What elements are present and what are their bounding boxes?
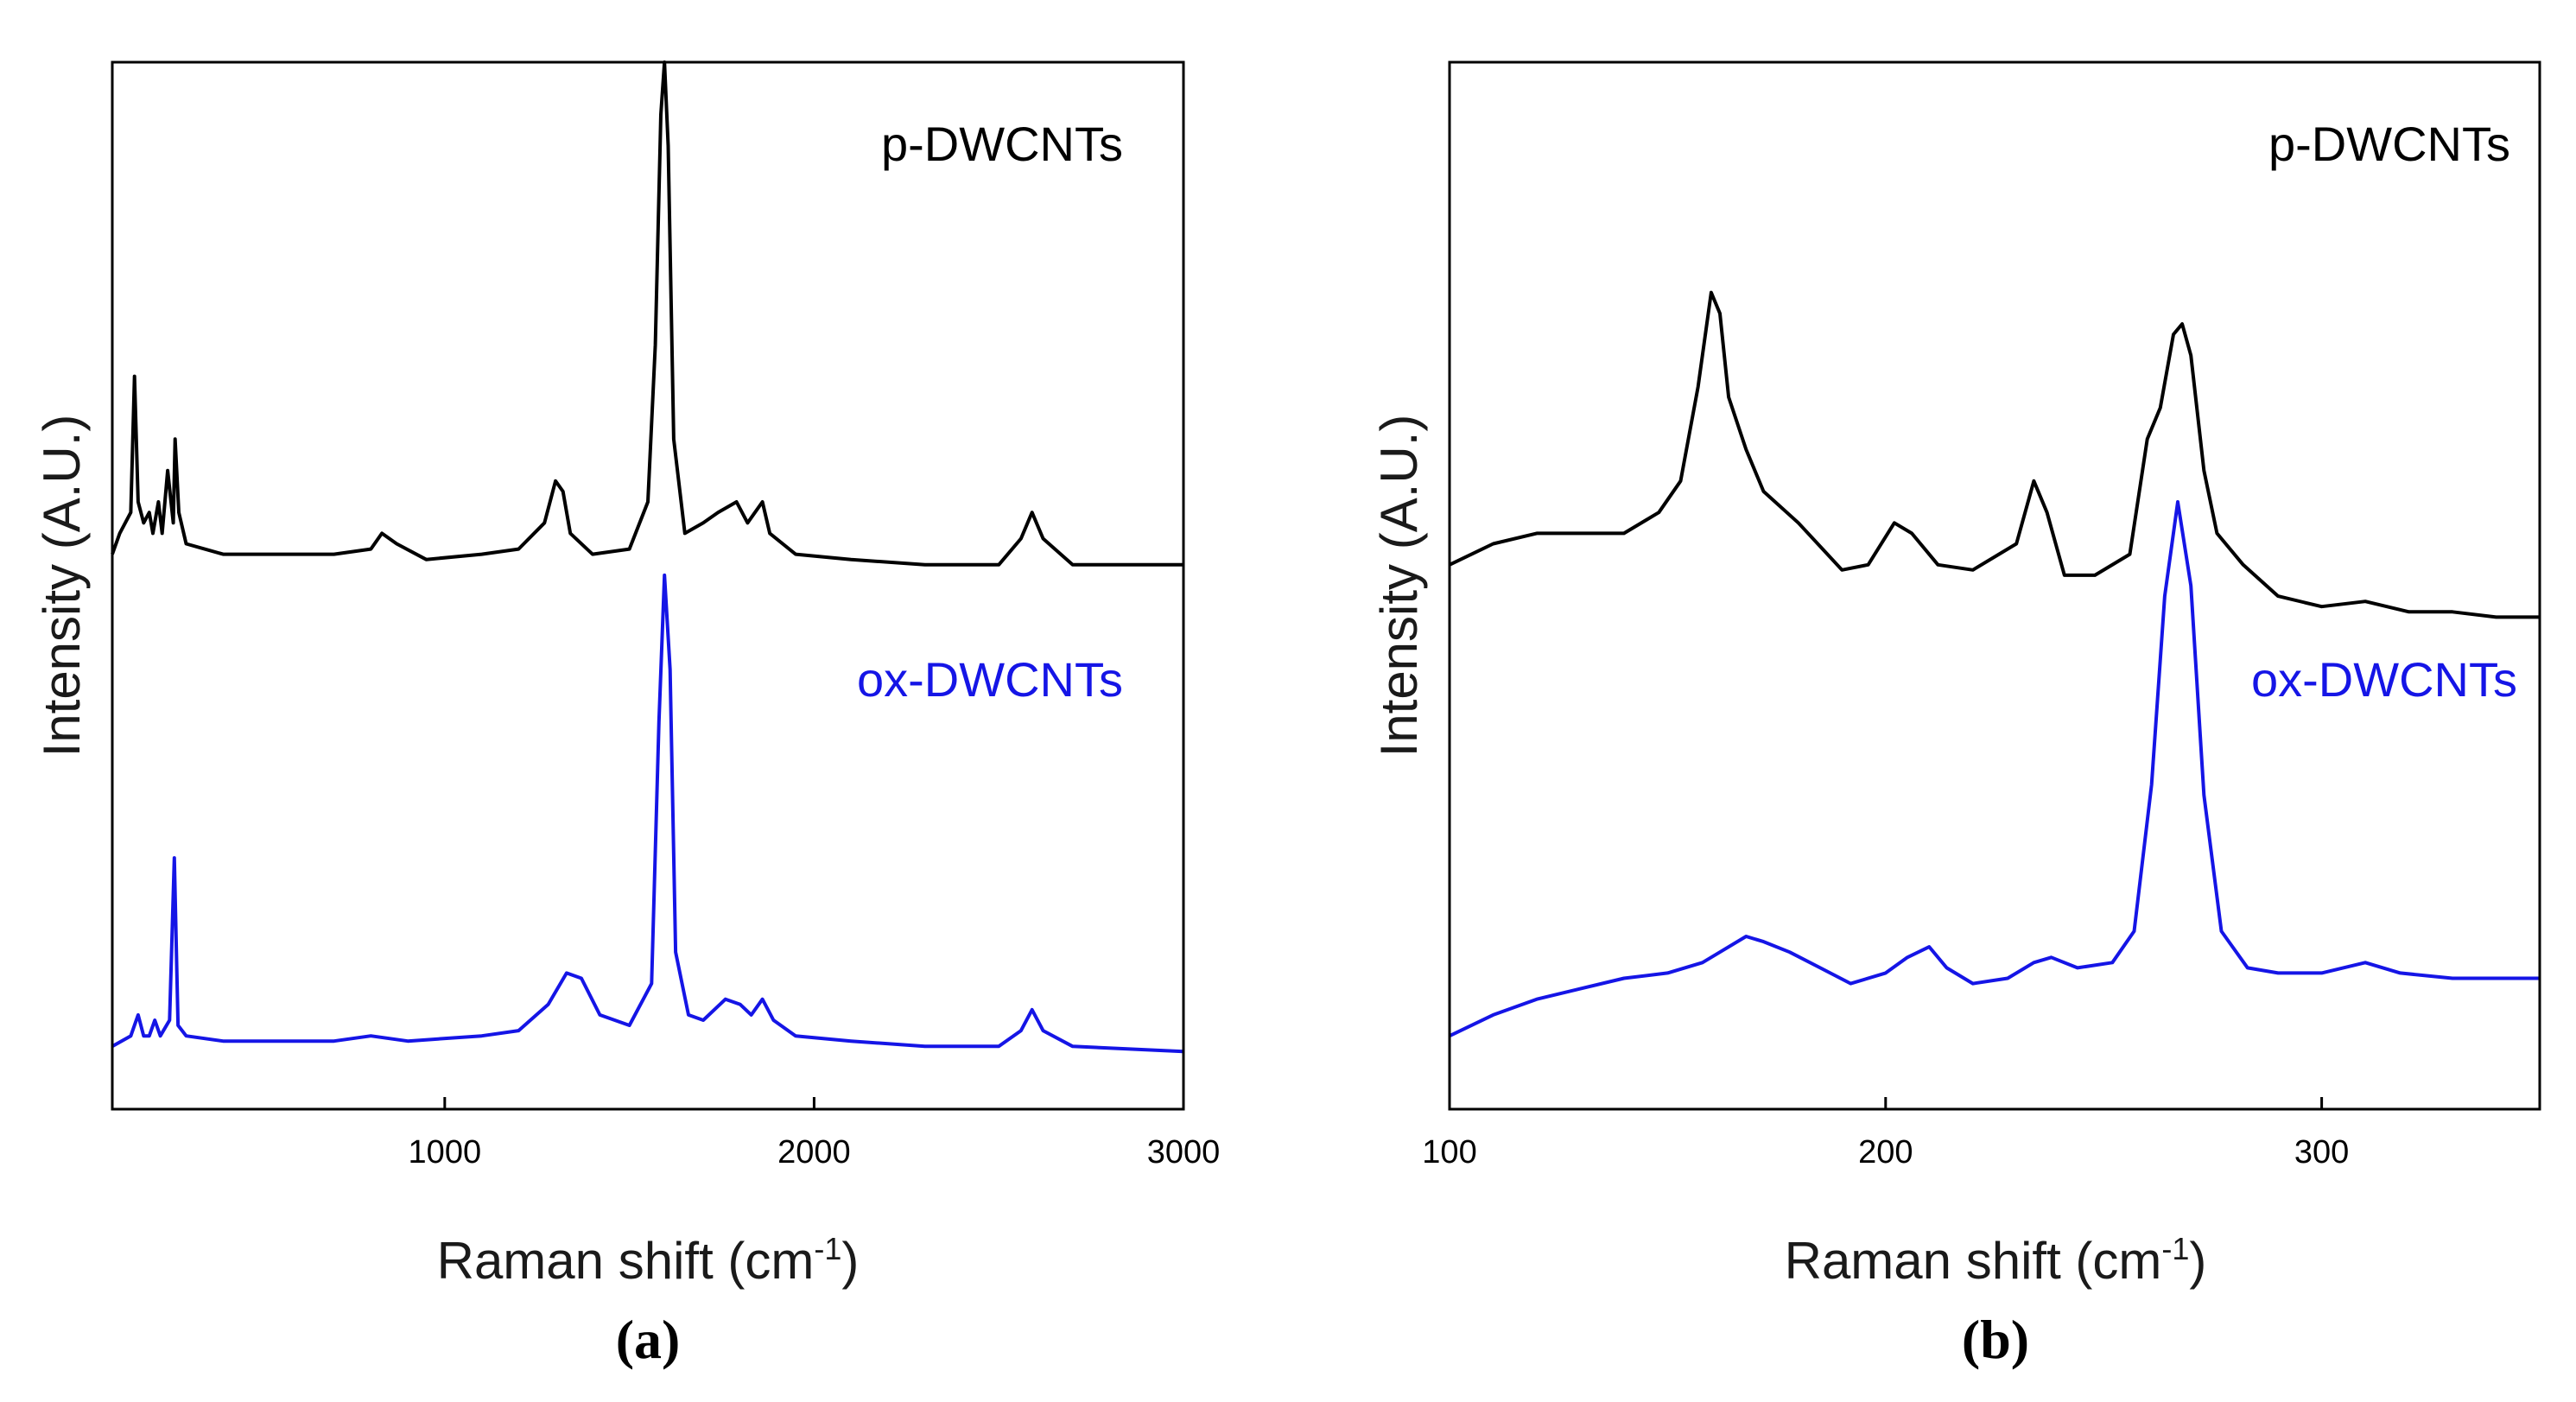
panel-a-series-p-dwcnts-line (111, 60, 1183, 567)
panel-a-series-ox-dwcnts-line (111, 573, 1184, 1054)
panel-b-x-ticks: 100 200 300 (1422, 1097, 2349, 1170)
panel-a-x-tick-label-2000: 2000 (777, 1134, 851, 1170)
panel-a-legend-ox: ox-DWCNTs (857, 652, 1123, 707)
panel-a-label: (a) (616, 1309, 681, 1370)
panel-a-x-axis-title-sup: -1 (814, 1231, 841, 1266)
panel-b-series-ox-dwcnts-line (1449, 500, 2540, 1038)
panel-a-y-axis-title: Intensity (A.U.) (33, 415, 91, 758)
panel-b-x-axis-title: Raman shift (cm-1) (1785, 1231, 2207, 1290)
panel-a-x-tick-label-3000: 3000 (1147, 1134, 1221, 1170)
panel-b-x-tick-label-200: 200 (1858, 1134, 1913, 1170)
panel-b-x-axis-title-sup: -1 (2161, 1231, 2189, 1266)
panel-b-y-axis-title: Intensity (A.U.) (1370, 415, 1428, 758)
panel-b-x-axis-title-tail: ) (2189, 1232, 2206, 1290)
panel-b-series-layer (1449, 290, 2540, 1038)
panel-a-x-axis-title-tail: ) (841, 1232, 859, 1290)
panel-b-legend-ox: ox-DWCNTs (2251, 652, 2517, 707)
panel-a-x-ticks: 1000 2000 3000 (409, 1097, 1221, 1170)
panel-b-plot-frame (1448, 60, 2541, 1111)
panel-a-x-axis-title: Raman shift (cm-1) (437, 1231, 860, 1290)
panel-a-plot-frame (111, 60, 1185, 1111)
panel-b-label: (b) (1962, 1309, 2029, 1370)
panel-a-series-layer (111, 60, 1184, 1054)
panel-b-x-tick-label-300: 300 (2294, 1134, 2349, 1170)
panel-b-legend-p: p-DWCNTs (2268, 117, 2510, 171)
panel-b: 100 200 300 p-DWCNTs ox-DWCNTs Intensity (… (1370, 60, 2541, 1370)
panel-a: 1000 2000 3000 p-DWCNTs ox-DWCNTs Intensit… (33, 60, 1221, 1370)
panel-a-x-tick-label-1000: 1000 (409, 1134, 482, 1170)
panel-b-x-axis-title-main: Raman shift (cm (1785, 1232, 2162, 1290)
panel-b-x-tick-label-100: 100 (1422, 1134, 1476, 1170)
panel-a-x-axis-title-main: Raman shift (cm (437, 1232, 815, 1290)
panel-a-legend-p: p-DWCNTs (881, 117, 1123, 171)
panel-b-series-p-dwcnts-line (1449, 290, 2540, 619)
